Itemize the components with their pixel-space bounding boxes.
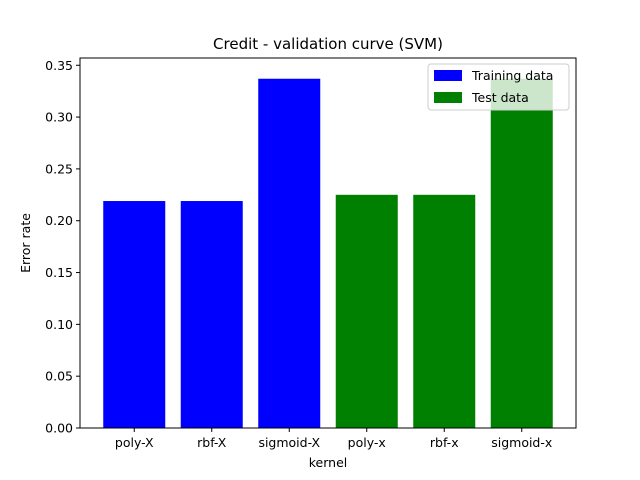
x-tick-label: sigmoid-x [491,435,552,450]
legend-label-training: Training data [471,68,553,83]
legend-box [427,63,570,111]
x-tick-label: poly-X [115,435,154,450]
y-tick-label: 0.35 [45,58,73,73]
x-tick-label: rbf-x [430,435,459,450]
bar-rbf-x [413,194,476,428]
y-tick-label: 0.20 [45,213,73,228]
y-axis: 0.00 0.05 0.10 0.15 0.20 0.25 0.30 0.35 [45,58,80,436]
bar-rbf-X [180,201,243,428]
bar-sigmoid-X [258,78,321,428]
x-tick-label: poly-x [348,435,386,450]
bar-poly-X [103,201,166,428]
y-tick-label: 0.10 [45,317,73,332]
x-tick-label: sigmoid-X [258,435,320,450]
plot-frame [79,57,577,429]
x-axis-label: kernel [309,455,348,470]
bar-sigmoid-x [490,78,553,428]
y-tick-label: 0.25 [45,161,73,176]
y-tick-label: 0.30 [45,110,73,125]
chart-title: Credit - validation curve (SVM) [213,35,443,53]
x-axis: poly-X rbf-X sigmoid-X poly-x rbf-x sigmoid-x [115,428,552,450]
bar-poly-x [335,194,398,428]
y-axis-label: Error rate [18,213,33,273]
legend-label-test: Test data [471,90,529,105]
y-tick-label: 0.00 [45,421,73,436]
x-tick-label: rbf-X [197,435,227,450]
legend-swatch-training [434,70,462,81]
legend: Training data Test data [427,63,570,111]
legend-swatch-test [434,92,462,103]
y-tick-label: 0.05 [45,369,73,384]
bars-group [103,78,553,428]
y-tick-label: 0.15 [45,265,73,280]
